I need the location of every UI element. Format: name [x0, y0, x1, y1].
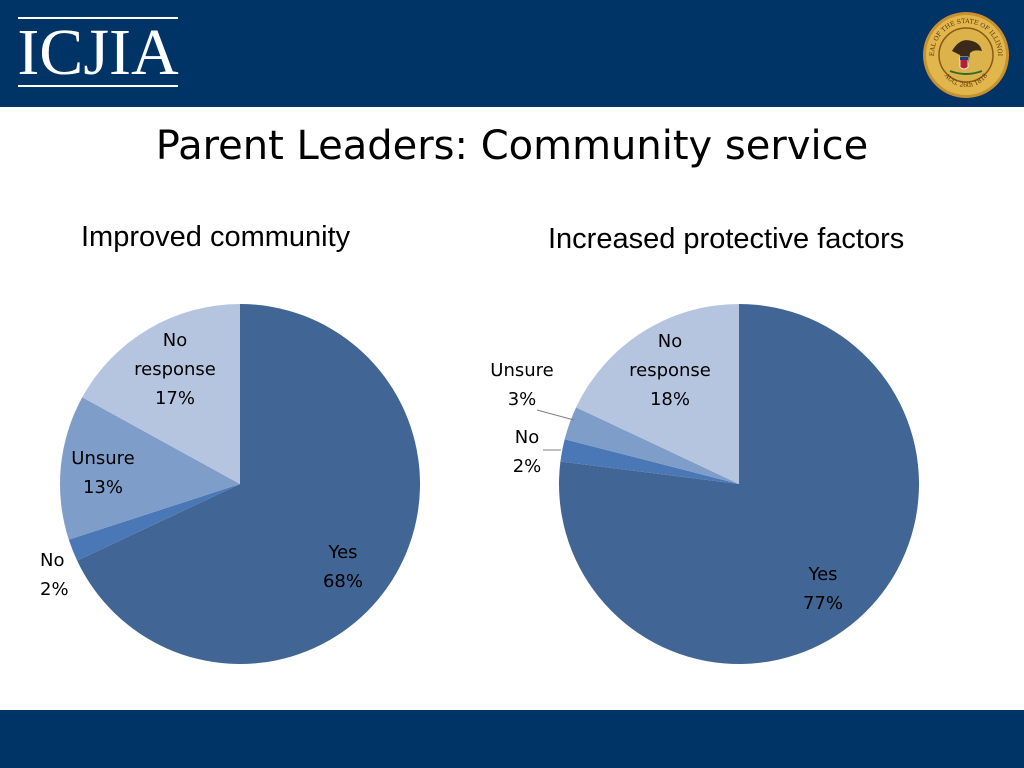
- data-label-unsure: Unsure 3%: [490, 360, 553, 410]
- pie-slice-no-response: [576, 304, 739, 484]
- data-label-unsure: Unsure 13%: [71, 448, 134, 498]
- leader-line-unsure: [536, 409, 575, 421]
- chart-title-improved-community: Improved community: [81, 221, 351, 253]
- logo-text: ICJIA: [17, 16, 179, 89]
- data-label-yes: Yes 68%: [323, 542, 363, 592]
- page-title: Parent Leaders: Community service: [155, 123, 869, 169]
- pie-slice-no: [68, 484, 240, 561]
- data-label-yes: Yes 77%: [803, 564, 843, 614]
- pie-slice-yes: [559, 304, 920, 664]
- pie-chart-protective-factors: Yes 77% No 2% Unsure 3% No response 18%: [490, 304, 920, 664]
- pie-slice-unsure: [59, 397, 240, 540]
- pie-slice-no-response: [82, 303, 240, 484]
- data-label-no-response: No response 17%: [134, 330, 216, 409]
- pie-slice-yes: [77, 304, 420, 664]
- footer-bar: [0, 710, 1024, 768]
- data-label-no: No 2%: [40, 550, 69, 600]
- state-seal: SEAL OF THE STATE OF ILLINOIS AUG. 26th …: [920, 6, 1010, 99]
- pie-slice-unsure: [564, 407, 739, 484]
- chart-title-protective-factors: Increased protective factors: [548, 223, 905, 255]
- data-label-no-response: No response 18%: [629, 331, 711, 410]
- pie-slice-no: [560, 439, 739, 484]
- pie-chart-improved-community: Yes 68% No 2% Unsure 13%No response 17%: [40, 303, 420, 664]
- header-bar: ICJIA SEAL OF THE STATE OF ILLINOIS AUG.…: [0, 0, 1024, 107]
- icjia-logo: ICJIA: [16, 12, 180, 92]
- data-label-no: No 2%: [513, 427, 542, 477]
